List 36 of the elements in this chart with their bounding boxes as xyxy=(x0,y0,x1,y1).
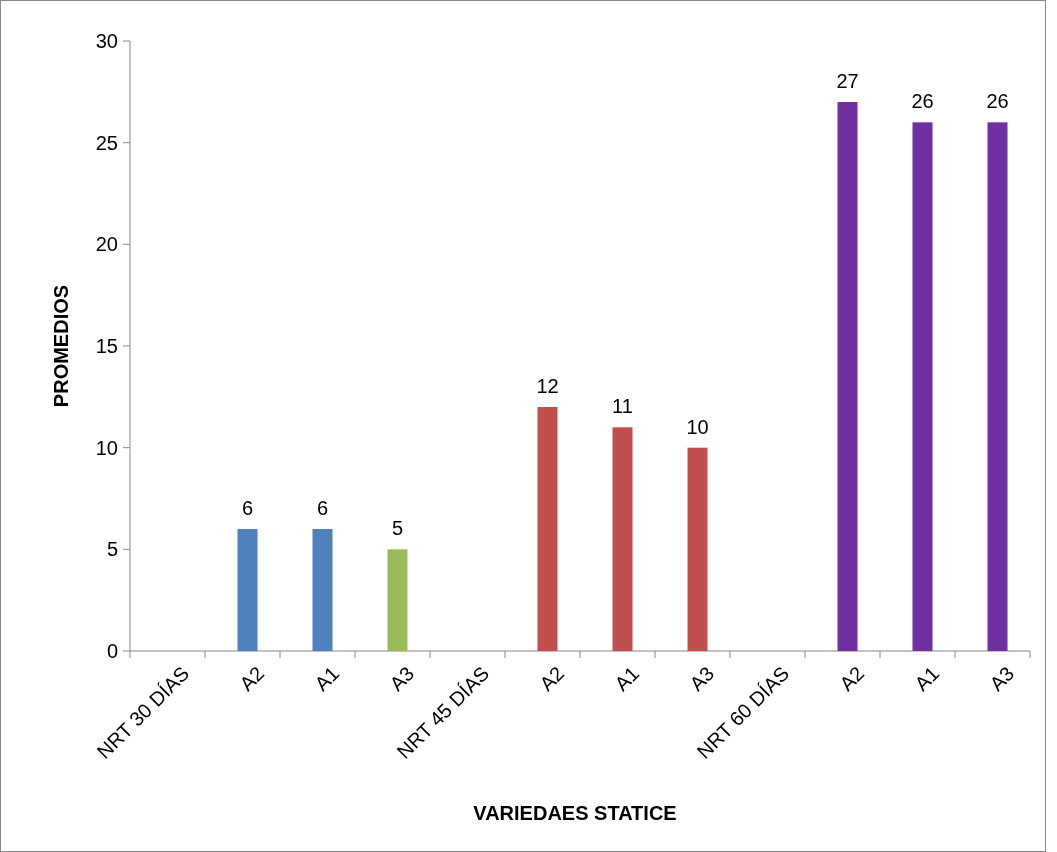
y-tick-label: 0 xyxy=(106,640,118,662)
x-tick-label: A3 xyxy=(385,662,419,696)
data-label: 11 xyxy=(612,395,633,418)
x-tick-label: A2 xyxy=(835,662,869,696)
bar xyxy=(237,529,258,651)
y-tick-label: 15 xyxy=(95,335,118,357)
bar xyxy=(837,102,858,651)
data-label: 6 xyxy=(241,497,254,519)
x-tick-label: A1 xyxy=(310,662,344,696)
y-tick-label: 30 xyxy=(95,30,118,52)
data-label: 12 xyxy=(536,375,559,397)
data-label: 26 xyxy=(911,90,934,113)
y-tick-label: 25 xyxy=(95,131,118,154)
x-axis-title: VARIEDAES STATICE xyxy=(473,802,677,824)
bar xyxy=(312,529,333,651)
bar xyxy=(687,447,708,651)
x-tick-label: A1 xyxy=(610,662,644,696)
y-tick-label: 5 xyxy=(106,538,118,561)
bar xyxy=(987,122,1008,651)
x-tick-label: A3 xyxy=(985,662,1019,696)
x-tick-label: A2 xyxy=(535,662,569,696)
x-tick-label: A3 xyxy=(685,662,719,696)
x-tick-label: A2 xyxy=(235,662,269,696)
bar xyxy=(612,427,633,651)
data-label: 5 xyxy=(391,517,404,540)
y-tick-label: 20 xyxy=(95,233,118,256)
bar xyxy=(912,122,933,651)
data-label: 27 xyxy=(836,70,859,92)
data-label: 26 xyxy=(986,90,1009,113)
data-label: 10 xyxy=(686,415,709,438)
y-tick-label: 10 xyxy=(95,436,118,459)
y-axis-title: PROMEDIOS xyxy=(50,284,72,408)
bar xyxy=(387,549,408,651)
data-label: 6 xyxy=(316,497,329,519)
bar xyxy=(537,407,558,651)
x-tick-label: A1 xyxy=(910,662,944,696)
